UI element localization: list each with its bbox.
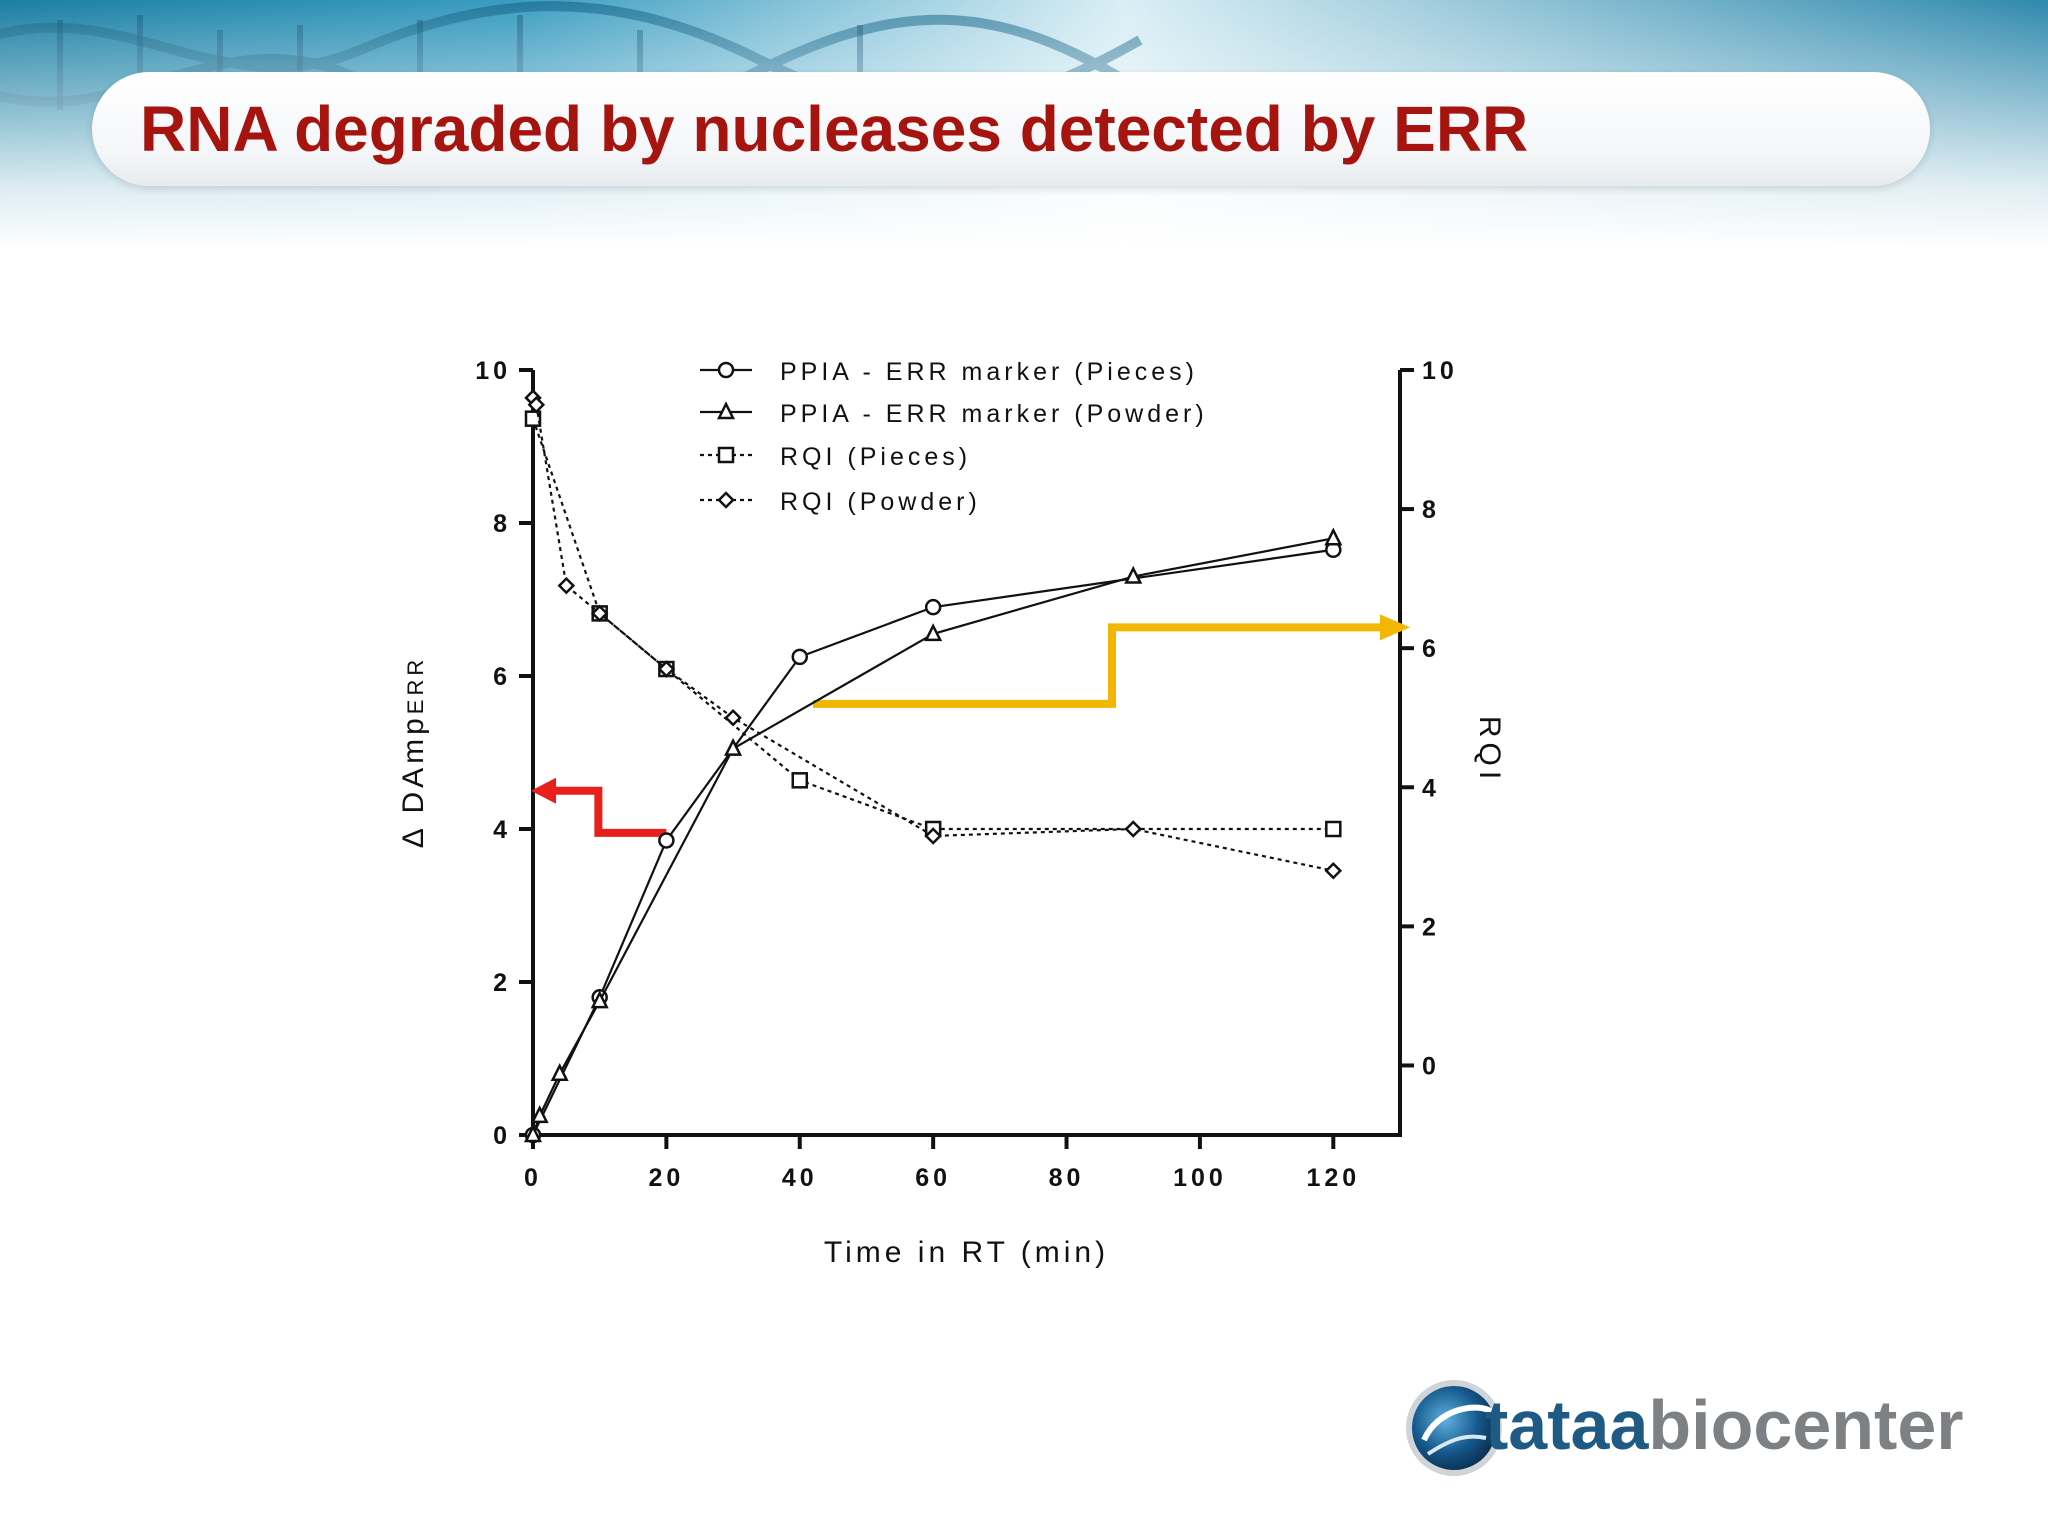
data-point-triangle <box>590 990 609 1009</box>
x-tick-label: 40 <box>782 1164 818 1192</box>
data-point-diamond <box>527 396 546 414</box>
data-point-diamond <box>657 660 676 678</box>
chart-annotations <box>531 614 1410 837</box>
data-point-triangle <box>1124 565 1143 584</box>
y-right-tick-label: 8 <box>1422 496 1440 524</box>
logo-wordmark-light: biocenter <box>1648 1386 1964 1464</box>
data-point-triangle <box>1324 527 1343 546</box>
legend-marker-diamond <box>717 491 735 509</box>
y-right-tick-label: 10 <box>1422 357 1458 385</box>
legend-label: RQI (Pieces) <box>780 443 971 471</box>
chart-legend: PPIA - ERR marker (Pieces) PPIA - ERR mar… <box>700 358 1208 516</box>
red-arrow-line <box>545 786 667 837</box>
x-tick-label: 20 <box>648 1164 684 1192</box>
data-point-triangle <box>523 1124 543 1143</box>
data-point-triangle <box>924 623 943 642</box>
data-point-triangle <box>724 737 743 756</box>
y-right-tick-label: 0 <box>1422 1052 1440 1080</box>
y-right-tick-label: 4 <box>1422 774 1440 802</box>
legend-label: PPIA - ERR marker (Pieces) <box>780 358 1198 386</box>
legend-marker-square <box>717 446 735 464</box>
data-point-circle <box>658 832 675 849</box>
y-right-tick-label: 2 <box>1422 913 1440 941</box>
data-point-triangle <box>550 1063 569 1082</box>
title-banner <box>92 72 1930 186</box>
logo-wordmark: tataabiocenter <box>1485 1385 1964 1465</box>
data-point-diamond <box>1324 861 1343 880</box>
chart-series <box>523 389 1343 1144</box>
y-axis-left-label: Δ DAmpERR <box>397 656 430 849</box>
legend-marker-circle <box>717 361 735 379</box>
y-axis-right-label: RQI <box>1473 716 1506 784</box>
data-point-diamond <box>557 576 576 595</box>
y-left-tick-label: 8 <box>493 510 511 538</box>
logo-wordmark-dark: tataa <box>1485 1386 1649 1464</box>
yellow-arrow-head <box>1380 614 1410 641</box>
data-point-circle <box>791 648 809 666</box>
data-point-square <box>524 410 542 427</box>
y-left-tick-label: 0 <box>493 1122 511 1150</box>
y-left-tick-label: 10 <box>475 357 511 385</box>
data-point-diamond <box>1124 820 1142 838</box>
y-axis-left-label-subscript: ERR <box>403 656 428 714</box>
x-tick-label: 80 <box>1049 1164 1085 1192</box>
data-point-diamond <box>590 604 609 623</box>
legend-marker-triangle <box>716 401 736 420</box>
y-left-tick-label: 2 <box>493 969 511 997</box>
x-tick-label: 0 <box>524 1164 542 1192</box>
data-point-diamond <box>724 708 742 727</box>
y-left-tick-label: 4 <box>493 816 511 844</box>
x-tick-label: 60 <box>915 1164 951 1192</box>
x-axis-label: Time in RT (min) <box>824 1236 1109 1269</box>
data-point-triangle <box>530 1105 549 1124</box>
data-point-square <box>791 772 809 789</box>
chart-labels: Time in RT (min) Δ DAmpERR RQI <box>397 656 1506 1269</box>
series-line-1 <box>531 537 1334 1136</box>
legend-label: RQI (Powder) <box>780 488 981 516</box>
data-point-square <box>1325 820 1342 838</box>
data-point-diamond <box>924 827 942 845</box>
x-tick-label: 120 <box>1306 1164 1360 1192</box>
y-left-tick-label: 6 <box>493 663 511 691</box>
y-right-tick-label: 6 <box>1422 635 1440 663</box>
slide-title: RNA degraded by nucleases detected by ER… <box>140 93 1529 165</box>
data-point-circle <box>924 598 942 616</box>
x-tick-label: 100 <box>1173 1164 1227 1192</box>
tataa-logo-globe-icon <box>1406 1380 1502 1476</box>
red-arrow-head <box>531 777 556 804</box>
legend-label: PPIA - ERR marker (Powder) <box>780 400 1208 428</box>
yellow-arrow-line <box>813 623 1386 708</box>
